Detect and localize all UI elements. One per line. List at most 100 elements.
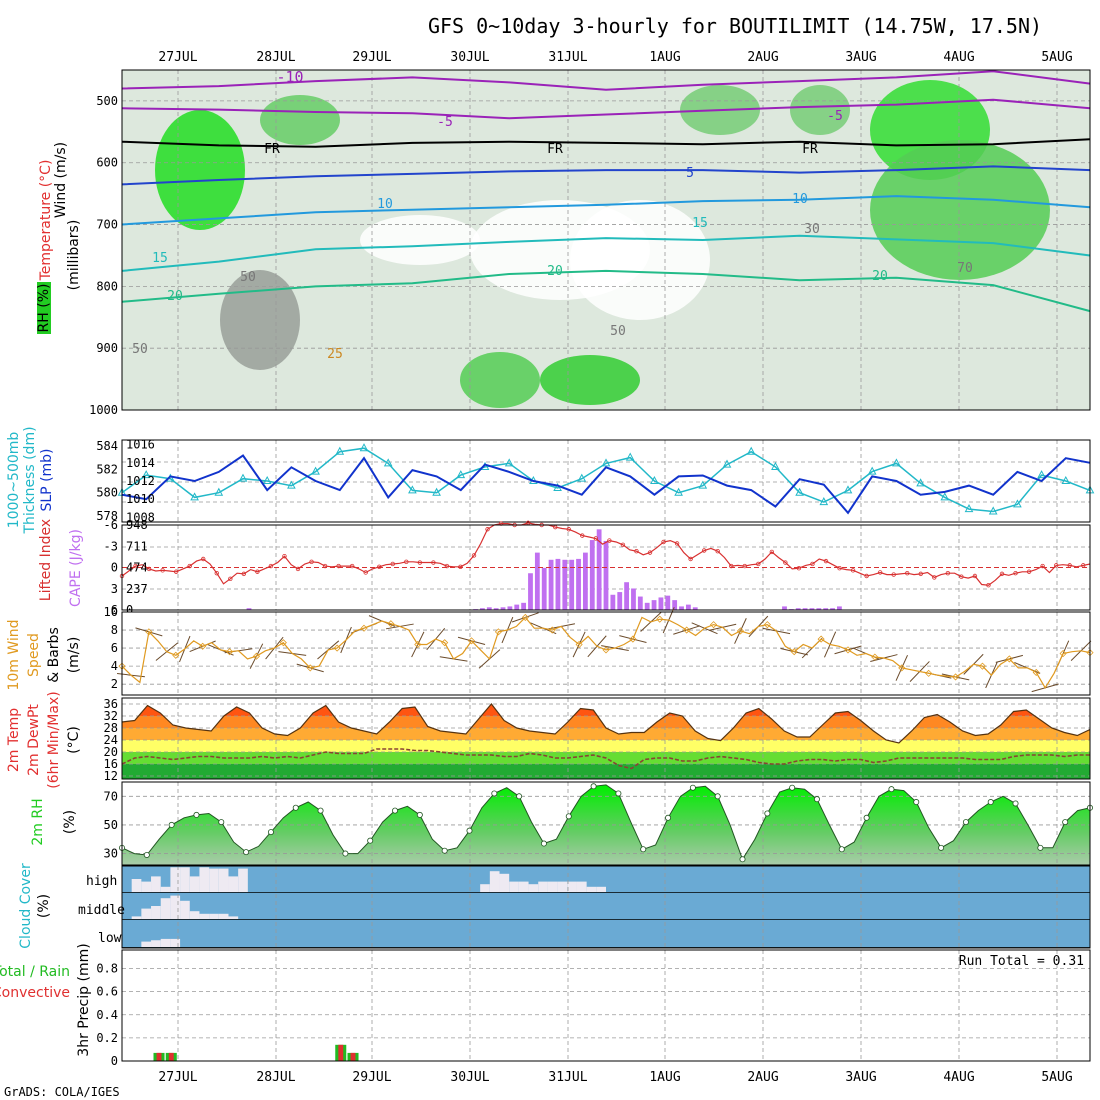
wind-speed-point [978,662,987,670]
cape-bar [672,600,678,610]
lifted-index-point [905,570,910,576]
rh-point [665,814,672,821]
lifted-index-point [607,538,612,543]
cloud-cell [141,881,152,892]
cape-bar [500,607,506,610]
rh-point [764,810,771,817]
thickness-point [141,470,151,479]
thickness-point [262,475,272,484]
lifted-index-point [1026,569,1032,574]
thickness-point [916,478,925,487]
lifted-index-point [282,553,287,559]
cloud-cell [547,881,558,892]
rh-point [292,804,299,811]
rh-shading [360,215,480,265]
cape-bar [665,595,671,610]
thickness-point [795,487,804,496]
contour-label: -5 [437,115,453,130]
cloud-cell [131,916,142,919]
lifted-index-point [349,563,355,569]
cape-bar [514,604,520,610]
isotherm-line [121,70,1091,91]
contour-label: 10 [792,192,808,207]
panel-frame [121,611,1091,696]
precip-tick-label: 0 [111,1054,118,1068]
rh-point [590,783,597,790]
wind-speed-point [844,646,852,654]
rh-point [143,851,150,858]
contour-label: FR [264,142,280,157]
cloud-cell [557,881,568,892]
dewpoint-line [121,748,1090,770]
panel-bg [122,612,1090,695]
cape-bar [782,606,787,610]
x-tick-label: 27JUL [158,50,197,65]
rh-point [1062,819,1069,826]
lifted-index-point [363,570,368,575]
lifted-index-point [417,560,423,565]
cloud-cell [509,881,519,892]
axis-label-thickness-range: 1000~500mb [6,432,22,529]
wind-speed-point [521,613,529,621]
y-tick-label: 500 [96,94,118,108]
thickness-point [456,470,466,479]
cape-bar [596,529,602,610]
cloud-cell [180,867,190,892]
lifted-index-point [431,560,436,565]
lifted-index-point [214,570,219,576]
rh-shading [460,352,540,408]
rh-shading [220,270,300,370]
lifted-index-point [864,573,869,579]
thickness-slp-panel: 578 580 582 584 1008 1010 1012 1014 1016 1000~500… [6,426,1095,535]
cape-bar [562,559,568,610]
lifted-index-point [377,564,382,569]
precip-convective-bar [338,1044,344,1061]
slp-tick-label: 1014 [126,456,155,470]
lifted-index-point [688,556,693,562]
cape-bar [548,559,554,610]
lifted-index-point [1053,563,1059,568]
cape-bar [837,606,842,610]
lifted-index-point [850,568,856,573]
contour-label: 50 [240,270,256,285]
cape-bar [658,597,664,610]
rh-point [218,819,225,826]
thickness-point [625,452,635,461]
contour-label: 70 [957,261,973,276]
rh-shading [260,95,340,145]
slp-line [121,454,1091,515]
temp-tick-label: 16 [104,757,118,771]
rh-tick-label: 30 [104,847,118,861]
rh-point [168,821,175,828]
rh-shading [870,140,1050,280]
li-tick-label: 6 [111,603,118,617]
cape-bar [534,552,540,610]
panel-bg [122,440,1090,522]
lifted-index-point [674,541,680,546]
rh-point [441,847,448,854]
axis-label-wind: Wind (m/s) [53,142,69,218]
li-tick-label: 0 [111,561,118,575]
rh-shading [540,355,640,405]
lifted-index-point [1067,563,1072,568]
cape-bar [569,559,575,610]
temp-tick-label: 24 [104,733,118,747]
contour-label: 30 [804,222,820,237]
temp-tick-label: 36 [104,697,118,711]
rh-point [789,784,796,791]
lifted-index-point [133,563,138,569]
lifted-index-point [972,573,978,579]
lifted-index-point [187,563,192,569]
slp-tick-label: 1008 [126,510,155,524]
lifted-index-point [593,536,599,541]
x-tick-label: 5AUG [1041,50,1072,65]
x-tick-label: 27JUL [158,1070,197,1085]
cape-bar [637,596,643,610]
wind-speed-point [898,664,906,672]
cape-bar [651,600,657,610]
thickness-point [722,459,732,468]
temp-band [122,764,1090,779]
slp-tick-label: 1010 [126,492,155,506]
cape-bar [480,608,485,610]
axis-label-3hr-precip: 3hr Precip (mm) [76,943,92,1056]
